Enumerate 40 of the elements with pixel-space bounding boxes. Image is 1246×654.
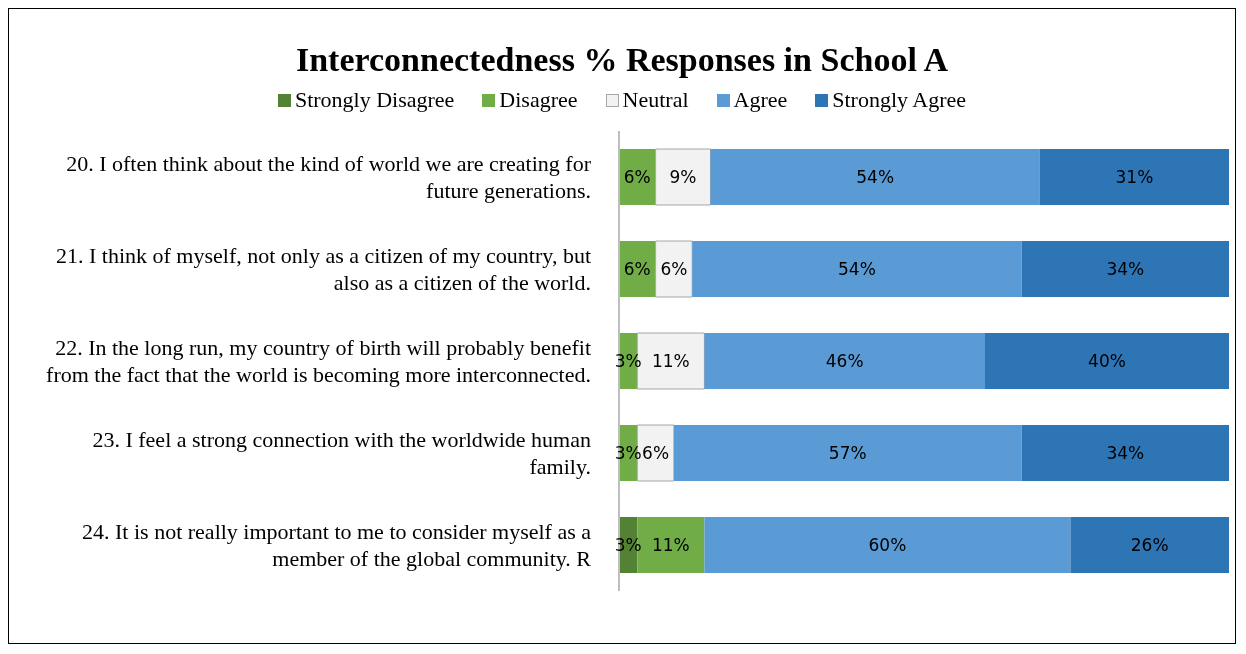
legend-label: Agree [733, 87, 788, 113]
bar [655, 148, 711, 206]
y-tick-label: 21. I think of myself, not only as a citizen of my country, but also as a citizen of the world. [54, 242, 591, 296]
data-label: 11% [651, 535, 690, 555]
data-label: 57% [828, 443, 867, 463]
bar [704, 333, 985, 389]
data-label: 6% [660, 259, 688, 279]
y-tick-label: 22. In the long run, my country of birth will probably benefit from the fact that the world is becoming more interconnected. [45, 334, 591, 388]
legend-label: Strongly Agree [832, 87, 967, 113]
bar [692, 241, 1022, 297]
y-tick-label: 20. I often think about the kind of world we are creating for future generations. [65, 150, 591, 204]
bar [1039, 149, 1229, 205]
bar [710, 149, 1040, 205]
data-label: 34% [1106, 259, 1145, 279]
bar [673, 425, 1022, 481]
data-label: 9% [669, 167, 697, 187]
chart-title: Interconnectedness % Responses in School A [294, 41, 949, 79]
data-label: 34% [1106, 443, 1145, 463]
legend-label: Disagree [499, 87, 578, 113]
data-label: 11% [651, 351, 690, 371]
bar [1021, 241, 1229, 297]
data-label: 6% [623, 259, 651, 279]
legend-label: Strongly Disagree [294, 87, 455, 113]
data-label: 46% [825, 351, 864, 371]
bar [985, 333, 1229, 389]
data-label: 60% [868, 535, 907, 555]
y-tick-label: 23. I feel a strong connection with the worldwide human family. [91, 426, 591, 480]
bar [1021, 425, 1229, 481]
data-label: 6% [642, 443, 670, 463]
data-label: 40% [1088, 351, 1126, 371]
data-label: 26% [1130, 535, 1169, 555]
data-label: 31% [1115, 167, 1154, 187]
data-label: 54% [856, 167, 895, 187]
y-tick-label: 24. It is not really important to me to consider myself as a member of the global community. R [81, 518, 591, 572]
data-label: 6% [623, 167, 651, 187]
bar [655, 240, 693, 298]
bar [1070, 517, 1229, 573]
legend-label: Neutral [622, 87, 689, 113]
bar [704, 517, 1071, 573]
data-label: 54% [838, 259, 876, 279]
